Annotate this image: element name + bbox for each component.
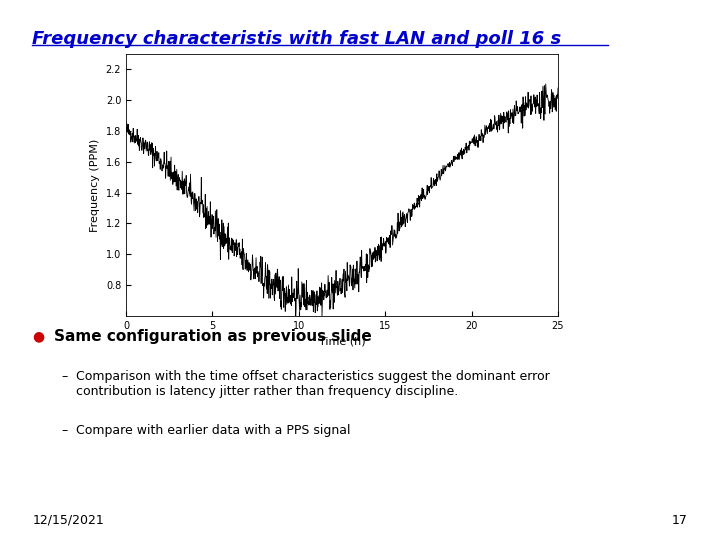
Y-axis label: Frequency (PPM): Frequency (PPM) bbox=[90, 138, 100, 232]
Text: ●: ● bbox=[32, 329, 45, 343]
Text: Comparison with the time offset characteristics suggest the dominant error
contr: Comparison with the time offset characte… bbox=[76, 370, 549, 398]
Text: –: – bbox=[61, 370, 68, 383]
X-axis label: Time (h): Time (h) bbox=[319, 336, 365, 346]
Text: Compare with earlier data with a PPS signal: Compare with earlier data with a PPS sig… bbox=[76, 424, 350, 437]
Text: 17: 17 bbox=[672, 514, 688, 526]
Text: Same configuration as previous slide: Same configuration as previous slide bbox=[54, 329, 372, 345]
Text: Frequency characteristis with fast LAN and poll 16 s: Frequency characteristis with fast LAN a… bbox=[32, 30, 562, 48]
Text: –: – bbox=[61, 424, 68, 437]
Text: 12/15/2021: 12/15/2021 bbox=[32, 514, 104, 526]
